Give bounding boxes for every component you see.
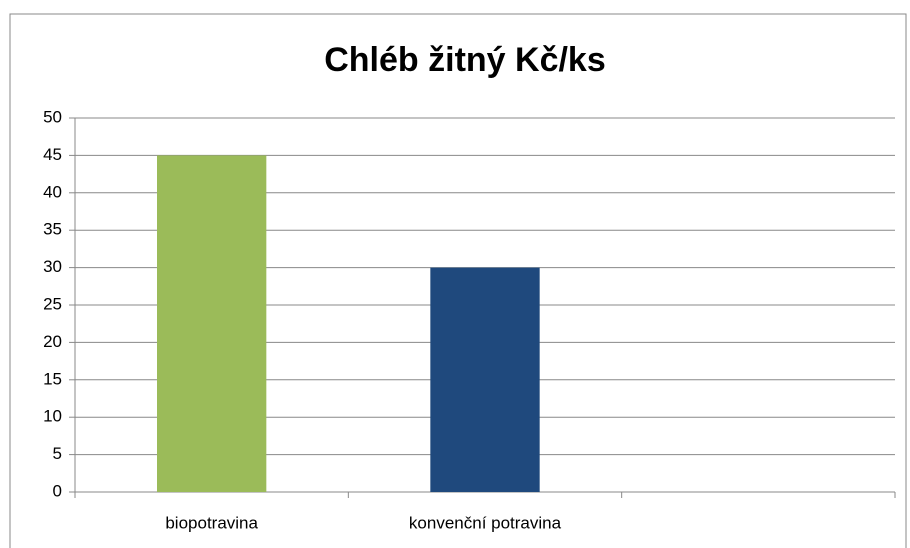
- y-tick-label: 15: [43, 369, 62, 388]
- y-tick-label: 0: [53, 481, 62, 500]
- y-tick-label: 30: [43, 257, 62, 276]
- y-tick-label: 20: [43, 332, 62, 351]
- bar: [430, 267, 540, 492]
- y-tick-label: 35: [43, 220, 62, 239]
- y-tick-label: 5: [53, 444, 62, 463]
- x-tick-label: biopotravina: [165, 513, 258, 532]
- chart-title: Chléb žitný Kč/ks: [324, 41, 606, 79]
- y-tick-label: 40: [43, 182, 62, 201]
- y-tick-label: 45: [43, 145, 62, 164]
- y-tick-label: 50: [43, 107, 62, 126]
- y-tick-label: 10: [43, 407, 62, 426]
- bar: [157, 155, 267, 492]
- x-tick-label: konvenční potravina: [409, 513, 562, 532]
- y-tick-label: 25: [43, 294, 62, 313]
